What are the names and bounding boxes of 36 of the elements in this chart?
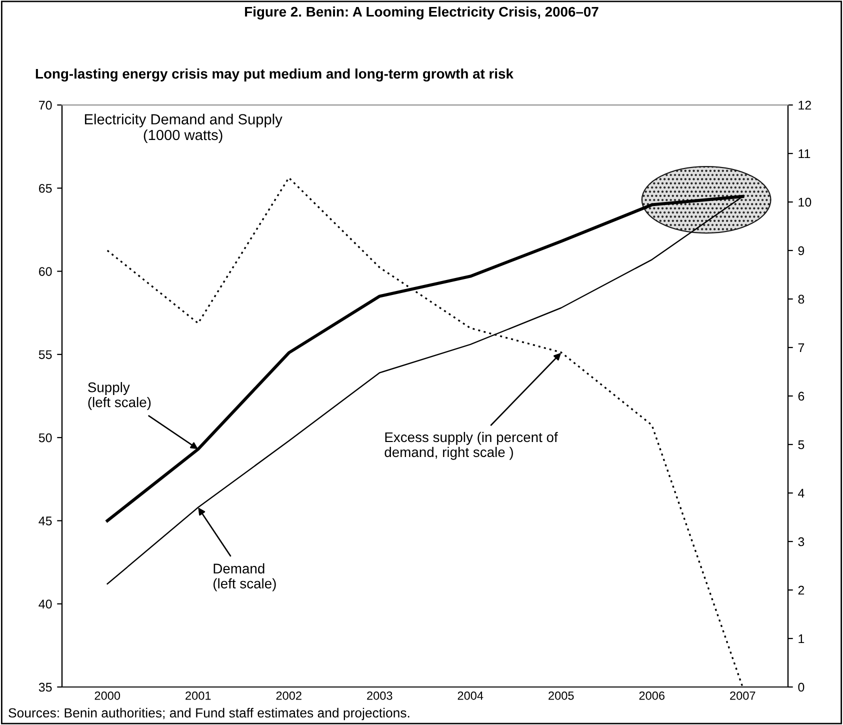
- y2-tick-label: 0: [798, 682, 804, 692]
- y-tick-label: 70: [39, 100, 52, 110]
- y2-tick-label: 12: [798, 100, 811, 110]
- y2-tick-label: 8: [798, 294, 804, 304]
- source-note: Sources: Benin authorities; and Fund staff estimates and projections.: [8, 708, 410, 720]
- y2-tick-label: 4: [798, 488, 804, 498]
- x-tick-label: 2000: [94, 691, 120, 700]
- y2-tick-label: 6: [798, 392, 804, 401]
- x-tick-label: 2001: [186, 691, 211, 700]
- y2-tick-label: 5: [798, 440, 804, 450]
- annotation: Electricity Demand and Supply (1000 watts): [84, 114, 282, 144]
- y2-tick-label: 7: [798, 343, 804, 352]
- x-tick-label: 2002: [276, 691, 302, 700]
- y2-tick-label: 11: [798, 149, 810, 158]
- y2-tick-label: 1: [798, 634, 804, 644]
- x-tick-label: 2005: [548, 691, 574, 700]
- y2-tick-label: 9: [798, 246, 804, 256]
- y2-tick-label: 10: [798, 198, 812, 207]
- x-tick-label: 2004: [458, 691, 484, 700]
- annotation: Demand (left scale): [214, 563, 276, 592]
- chart-title: Figure 2. Benin: A Looming Electricity Crisis, 2006–07: [245, 6, 598, 20]
- y-tick-label: 65: [39, 184, 52, 193]
- x-tick-label: 2007: [730, 691, 756, 700]
- annotation: Excess supply (in percent of demand, right scale ): [384, 432, 558, 460]
- y2-tick-label: 3: [798, 537, 804, 546]
- y-tick-label: 35: [38, 682, 52, 692]
- annotation: Supply (left scale): [88, 382, 151, 410]
- y-tick-label: 45: [38, 516, 52, 526]
- y-tick-label: 50: [38, 433, 52, 442]
- chart-subtitle: Long-lasting energy crisis may put medium and long-term growth at risk: [36, 68, 514, 82]
- y-tick-label: 40: [38, 600, 52, 609]
- y2-tick-label: 2: [798, 586, 804, 595]
- x-tick-label: 2003: [367, 691, 392, 700]
- x-tick-label: 2006: [639, 691, 664, 700]
- y-tick-label: 60: [39, 267, 52, 276]
- y-tick-label: 55: [38, 350, 52, 360]
